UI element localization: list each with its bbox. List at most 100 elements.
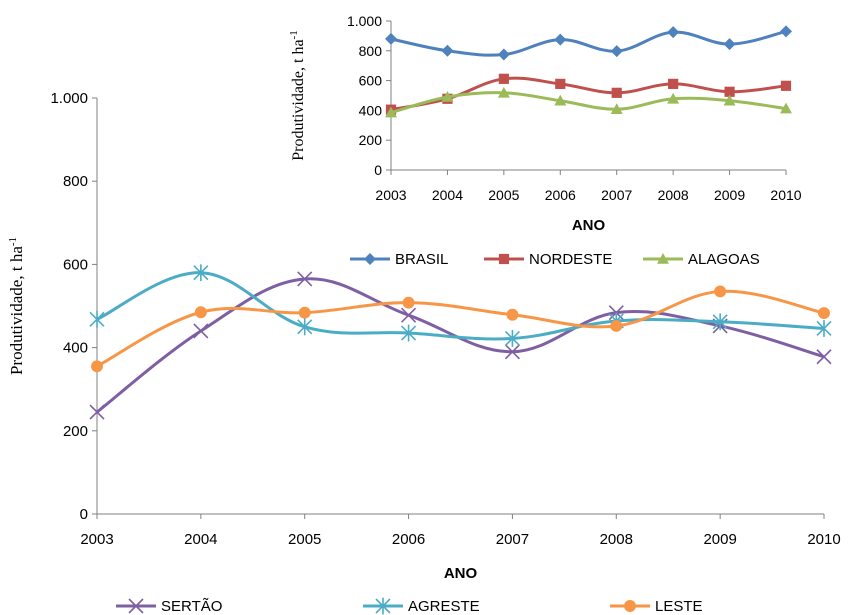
legend-marker <box>498 253 510 265</box>
data-point <box>401 307 417 323</box>
y-axis-title: Produtividade, t ha-1 <box>7 237 26 375</box>
x-tick-label: 2005 <box>288 531 321 548</box>
x-tick-label: 2005 <box>488 187 519 203</box>
y-tick-label: 400 <box>359 102 383 118</box>
data-point <box>555 78 566 89</box>
series-line <box>96 289 825 368</box>
legend-label: SERTÃO <box>161 598 222 615</box>
y-axis-title-superscript: -1 <box>288 30 300 39</box>
legend-marker <box>624 600 636 612</box>
y-tick-label: 600 <box>63 256 88 273</box>
x-tick-label: 2006 <box>545 187 576 203</box>
series-line <box>390 91 787 115</box>
x-tick-label: 2008 <box>658 187 689 203</box>
series-line <box>96 277 825 414</box>
x-tick-label: 2010 <box>807 531 840 548</box>
data-point <box>193 264 209 282</box>
legend-item-sertão: SERTÃO <box>116 598 222 615</box>
data-point <box>297 271 313 287</box>
data-point <box>89 404 105 420</box>
data-point <box>816 349 832 365</box>
x-tick-label: 2007 <box>601 187 632 203</box>
y-axis-title-text: Produtividade, t ha <box>7 246 26 375</box>
inset-chart: 0 200 400 600 800 1.000 2003 2004 2005 2006 2007 20… <box>288 13 802 268</box>
legend-label: LESTE <box>655 598 703 615</box>
x-tick-label: 2007 <box>496 531 529 548</box>
data-point <box>497 48 510 61</box>
data-point <box>780 102 792 114</box>
data-point <box>193 323 209 339</box>
data-point <box>816 320 832 337</box>
y-tick-label: 0 <box>374 162 382 178</box>
legend-marker <box>364 253 376 265</box>
legend-marker <box>375 597 391 615</box>
data-point <box>504 330 520 347</box>
y-tick-label: 200 <box>63 423 88 440</box>
data-point <box>723 94 736 106</box>
data-point <box>441 90 454 102</box>
legend-marker <box>657 253 669 264</box>
legend-label: BRASIL <box>395 251 448 268</box>
data-point <box>714 285 727 298</box>
data-point <box>818 307 830 320</box>
x-tick-label: 2009 <box>703 531 736 548</box>
data-point <box>91 360 103 373</box>
x-tick-label: 2006 <box>392 531 425 548</box>
x-axis-title: ANO <box>572 217 606 234</box>
data-point <box>298 306 311 319</box>
data-point <box>668 78 679 89</box>
y-tick-label: 800 <box>63 173 88 190</box>
y-tick-label: 1.000 <box>50 90 88 107</box>
data-point <box>724 86 735 97</box>
data-point <box>441 44 454 57</box>
data-point <box>402 296 415 309</box>
legend-item-leste: LESTE <box>610 598 703 615</box>
legend-item-nordeste: NORDESTE <box>484 251 612 268</box>
data-point <box>712 313 728 331</box>
y-tick-label: 800 <box>359 43 383 59</box>
data-point <box>780 80 792 91</box>
x-tick-label: 2010 <box>770 187 801 203</box>
y-axis-title: Produtividade, t ha-1 <box>288 30 307 160</box>
legend-label: NORDESTE <box>529 251 612 268</box>
x-axis-title: ANO <box>444 565 478 582</box>
x-tick-label: 2009 <box>714 187 745 203</box>
data-point <box>667 26 680 39</box>
legend-item-agreste: AGRESTE <box>363 597 480 615</box>
data-point <box>554 33 567 46</box>
y-tick-label: 400 <box>63 340 88 357</box>
legend-item-alagoas: ALAGOAS <box>643 251 760 268</box>
main-chart: 0 200 400 600 800 1.000 2003 2004 2005 2006 2007 20… <box>7 90 841 615</box>
legend-item-brasil: BRASIL <box>350 251 448 268</box>
series-leste <box>91 285 830 373</box>
data-point <box>667 92 680 104</box>
data-point <box>297 318 313 336</box>
x-tick-label: 2008 <box>600 531 633 548</box>
x-tick-label: 2004 <box>184 531 217 548</box>
x-tick-label: 2003 <box>80 531 113 548</box>
data-point <box>385 106 397 118</box>
data-point <box>554 94 567 106</box>
data-point <box>497 86 510 98</box>
data-point <box>401 324 417 342</box>
y-axis-title-superscript: -1 <box>7 237 19 246</box>
data-point <box>780 25 792 38</box>
y-axis-title-text: Produtividade, t ha <box>290 39 307 160</box>
series-brasil <box>385 25 792 61</box>
data-point <box>498 73 509 84</box>
data-point <box>610 320 623 332</box>
y-tick-label: 600 <box>359 73 383 89</box>
y-tick-label: 200 <box>359 132 383 148</box>
x-tick-label: 2003 <box>375 187 406 203</box>
y-tick-label: 1.000 <box>347 13 382 29</box>
data-point <box>723 38 736 51</box>
data-point <box>504 344 520 360</box>
series-line <box>96 271 825 341</box>
data-point <box>610 45 623 58</box>
data-point <box>385 32 397 45</box>
data-point <box>611 87 622 98</box>
data-point <box>610 103 623 115</box>
x-tick-label: 2004 <box>432 187 463 203</box>
data-point <box>194 306 207 319</box>
